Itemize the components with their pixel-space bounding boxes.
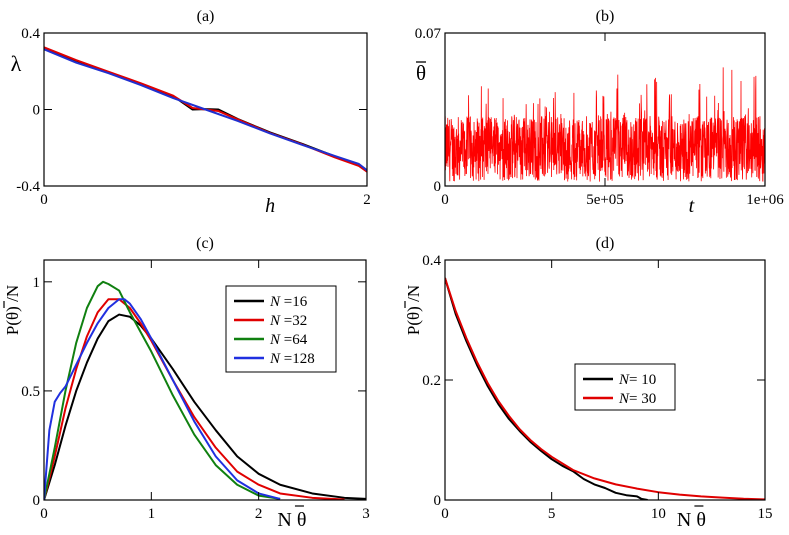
plot-frame-c	[43, 259, 367, 501]
ytick-label-d-1: 0.2	[422, 373, 441, 389]
panel-label-a: (a)	[197, 8, 215, 25]
legend-d: N= 10 N= 30	[574, 363, 676, 411]
xtick-label-b-2: 1e+06	[746, 192, 784, 208]
ytick-label-c-2: 1	[33, 275, 41, 291]
xtick-label-a-0: 0	[40, 192, 48, 208]
xtick-label-b-0: 0	[441, 192, 449, 208]
series-b-0	[445, 67, 765, 182]
xtick-label-b-1: 5e+05	[586, 192, 624, 208]
xlabel-d: N θ	[677, 509, 706, 531]
series-group-a	[44, 46, 367, 173]
series-a-2	[44, 48, 367, 172]
xlabel-b: t	[689, 195, 695, 217]
ytick-label-c-0: 0	[33, 493, 41, 509]
series-group-b	[445, 67, 765, 182]
series-c-1	[44, 298, 345, 500]
ytick-label-a-0: -0.4	[16, 179, 40, 195]
series-d-1	[445, 277, 765, 500]
ylabel-d: P(θ) /N	[404, 285, 423, 335]
ytick-label-a-2: 0.4	[21, 26, 40, 42]
legend-c: N =16 N =32 N =64 N =128	[225, 285, 337, 373]
xtick-label-c-1: 1	[148, 506, 156, 522]
xtick-label-d-3: 15	[758, 506, 773, 522]
ytick-label-d-0: 0	[434, 493, 442, 509]
panel-b: 0 5e+05 1e+06 0 0.07 (b) t θ	[415, 8, 785, 217]
ytick-label-b-1: 0.07	[415, 26, 442, 42]
legend-label-d-1: N= 30	[618, 391, 656, 407]
xtick-label-d-1: 5	[548, 506, 556, 522]
xtick-label-c-3: 3	[362, 506, 370, 522]
series-c-3	[44, 298, 281, 500]
series-d-0	[445, 277, 648, 500]
series-group-c	[44, 280, 366, 500]
xtick-label-c-0: 0	[40, 506, 48, 522]
xtick-label-d-0: 0	[441, 506, 449, 522]
ylabel-c: P(θ) /N	[3, 285, 22, 335]
series-group-d	[445, 277, 765, 500]
ytick-label-c-1: 0.5	[21, 384, 40, 400]
ytick-label-d-2: 0.4	[422, 253, 441, 269]
ylabel-a: λ	[11, 51, 22, 76]
panel-label-b: (b)	[596, 8, 615, 25]
panel-d: 0 5 10 15 0 0.2 0.4 (d) N θ P(θ) /N N= 10 N= 30	[404, 235, 773, 531]
legend-label-d-0: N= 10	[618, 372, 656, 388]
series-c-2	[44, 280, 281, 500]
legend-label-c-1: N =32	[269, 313, 307, 329]
ytick-label-a-1: 0	[33, 103, 41, 119]
panel-c: 0 1 2 300.51(c)N θP(θ) /N N =16N =32N =64N =…	[3, 235, 370, 531]
xtick-label-d-2: 10	[651, 506, 666, 522]
xlabel-a: h	[265, 195, 275, 217]
xlabel-c: N θ	[277, 509, 306, 531]
panel-a: 0 2-0.400.4(a)hλ	[11, 8, 371, 217]
panel-label-d: (d)	[596, 235, 615, 252]
xtick-label-c-2: 2	[255, 506, 263, 522]
xtick-label-a-1: 2	[363, 192, 371, 208]
legend-label-c-2: N =64	[269, 332, 308, 348]
legend-label-c-0: N =16	[269, 294, 308, 310]
ylabel-b: θ	[416, 61, 426, 85]
panel-label-c: (c)	[196, 235, 214, 252]
ytick-label-b-0: 0	[434, 179, 442, 195]
legend-box-d	[574, 363, 676, 411]
legend-label-c-3: N =128	[269, 351, 315, 367]
